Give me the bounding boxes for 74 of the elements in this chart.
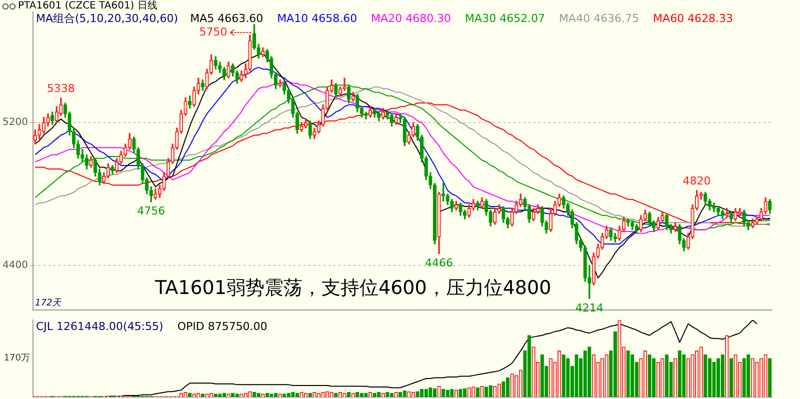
candlestick [54, 106, 58, 123]
annotation: 5750 [199, 25, 228, 38]
candlestick [476, 200, 480, 210]
candlestick [682, 238, 686, 252]
candlestick [192, 86, 196, 107]
candlestick [394, 113, 398, 125]
candlestick [742, 210, 746, 226]
candlestick [386, 110, 390, 120]
candlestick [282, 81, 286, 94]
candlestick [720, 210, 724, 220]
annotation: 4466 [425, 256, 454, 270]
candlestick [510, 208, 514, 226]
annotation: CJL 1261448.00(45:55) [36, 320, 164, 333]
candlestick [480, 197, 484, 209]
candlestick [544, 220, 548, 234]
candlestick [342, 78, 346, 91]
candlestick [312, 128, 316, 140]
candlestick [226, 62, 230, 78]
candlestick [493, 208, 497, 225]
candlestick [583, 245, 587, 282]
candlestick [372, 108, 376, 118]
candlestick [351, 92, 355, 102]
candlestick [76, 140, 80, 159]
candlestick [648, 212, 652, 226]
candlestick [750, 218, 754, 228]
candlestick [639, 215, 643, 232]
candlestick [98, 168, 102, 186]
candlestick [218, 62, 222, 73]
candlestick [467, 204, 471, 218]
candlestick [704, 192, 708, 206]
candlestick [390, 113, 394, 127]
candlestick [540, 206, 544, 226]
candlestick [200, 79, 205, 91]
text: MA30 4652.07 [465, 12, 546, 25]
text: MA40 4636.75 [559, 12, 640, 25]
candlestick [364, 112, 368, 120]
y-tick-label: 4400 [2, 260, 28, 271]
annotation: 4214 [575, 301, 604, 314]
annotation: 172天 [35, 297, 62, 308]
candlestick [402, 116, 406, 146]
candlestick [532, 208, 536, 222]
text: MA10 4658.60 [277, 12, 358, 25]
candlestick [626, 218, 630, 226]
text: MA5 4663.60 [190, 12, 264, 25]
candlestick [712, 202, 716, 212]
annotation: TA1601弱势震荡，支持位4600，压力位4800 [154, 276, 552, 299]
candlestick [300, 122, 304, 132]
legend-title: MA组合(5,10,20,30,40,60) [36, 12, 178, 25]
candlestick [437, 192, 441, 254]
candlestick [84, 154, 89, 170]
candlestick [230, 63, 235, 77]
text: 170万 [4, 353, 30, 364]
candlestick [38, 124, 42, 140]
candlestick [154, 188, 158, 200]
candlestick [458, 202, 462, 216]
candlestick [725, 208, 729, 218]
candlestick [278, 79, 282, 88]
annotation: 5338 [46, 82, 75, 95]
chart-title: PTA1601 (CZCE TA601) 日线 [18, 0, 158, 12]
candlestick [734, 208, 738, 222]
y-tick-label: 5200 [2, 117, 28, 128]
annotation: 4756 [137, 204, 166, 218]
candlestick [768, 199, 772, 214]
text: OPID 875750.00 [177, 320, 268, 333]
candlestick [89, 156, 93, 168]
candlestick [196, 78, 200, 94]
text: MA20 4680.30 [371, 12, 452, 25]
candlestick [502, 206, 506, 223]
candlestick [286, 88, 290, 104]
annotation: 4820 [682, 174, 711, 188]
candlestick [248, 34, 252, 72]
candlestick [106, 163, 110, 178]
candlestick [110, 165, 114, 175]
text: MA60 4628.33 [653, 12, 734, 25]
